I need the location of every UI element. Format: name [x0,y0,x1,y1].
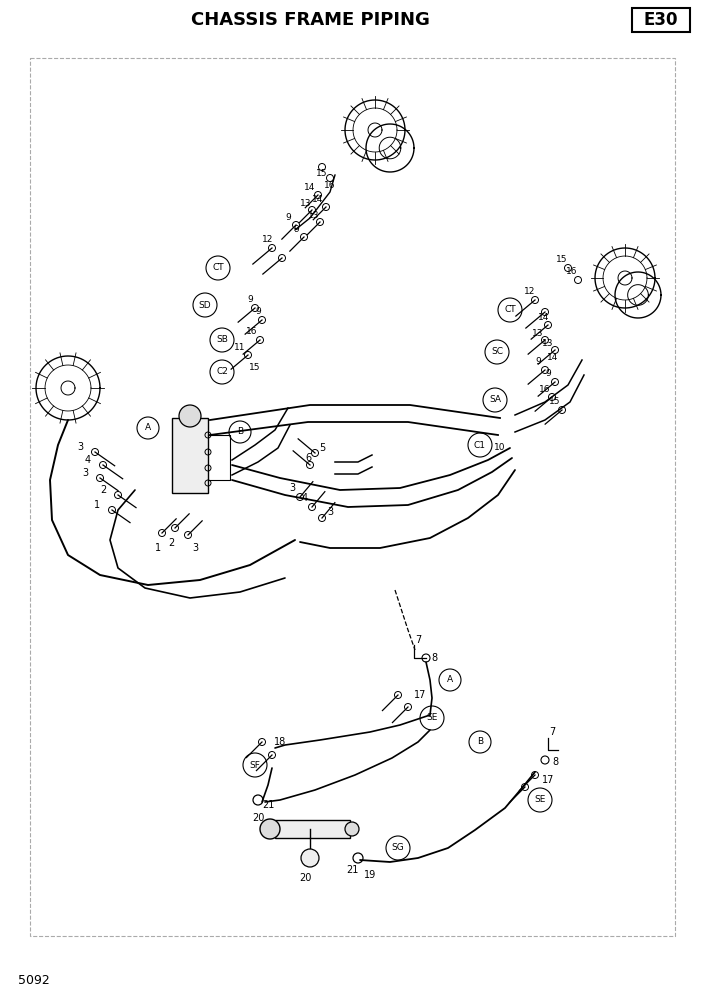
Text: 8: 8 [552,757,558,767]
Text: 3: 3 [327,507,333,517]
Text: 20: 20 [299,873,311,883]
Text: SC: SC [491,347,503,356]
Text: SF: SF [250,761,260,770]
Text: C1: C1 [474,440,486,449]
Text: 13: 13 [542,338,554,347]
Circle shape [179,405,201,427]
Text: SA: SA [489,396,501,405]
Text: 2: 2 [168,538,174,548]
Text: 18: 18 [274,737,286,747]
Text: 9: 9 [293,225,299,234]
Bar [172,418,208,493]
Text: 4: 4 [85,455,91,465]
Text: 21: 21 [346,865,358,875]
Text: CT: CT [212,264,224,273]
Text: 5092: 5092 [18,973,50,986]
Text: CHASSIS FRAME PIPING: CHASSIS FRAME PIPING [190,11,430,29]
Text: 14: 14 [548,353,559,362]
Text: 4: 4 [302,493,308,503]
Text: 13: 13 [308,211,319,220]
Text: 1: 1 [94,500,100,510]
Text: 7: 7 [549,727,555,737]
Text: 2: 2 [100,485,106,495]
Text: 12: 12 [263,235,274,244]
Text: 3: 3 [192,543,198,553]
Text: 9: 9 [247,296,253,305]
Text: CT: CT [504,306,516,314]
Text: 12: 12 [524,288,536,297]
Text: A: A [145,424,151,433]
Text: 20: 20 [252,813,264,823]
Text: 1: 1 [155,543,161,553]
Circle shape [345,822,359,836]
Text: 17: 17 [413,690,426,700]
Text: 3: 3 [289,483,295,493]
Text: 7: 7 [415,635,421,645]
Text: 3: 3 [77,442,83,452]
Text: 16: 16 [246,327,258,336]
Text: 9: 9 [535,357,541,366]
Text: 8: 8 [431,653,437,663]
Text: 9: 9 [285,213,291,222]
Text: B: B [237,428,243,436]
Text: 21: 21 [262,800,274,810]
Bar [632,8,690,32]
Text: 15: 15 [549,398,561,407]
Text: 19: 19 [364,870,376,880]
Text: 16: 16 [567,268,578,277]
Text: 15: 15 [556,256,568,265]
Text: 15: 15 [249,363,260,373]
Text: E30: E30 [644,11,678,29]
Text: 15: 15 [316,169,328,178]
Text: 3: 3 [82,468,88,478]
Text: SE: SE [426,713,437,722]
Circle shape [260,819,280,839]
Text: B: B [477,737,483,747]
Text: 14: 14 [304,184,316,192]
Circle shape [301,849,319,867]
Text: SG: SG [392,843,404,852]
Text: A: A [447,676,453,684]
Text: SD: SD [199,301,211,310]
Text: 14: 14 [538,313,550,322]
Text: 16: 16 [539,386,551,395]
Text: 17: 17 [542,775,554,785]
Bar [30,58,675,936]
Text: C2: C2 [216,367,228,377]
Text: 16: 16 [324,181,336,189]
Bar [275,820,350,838]
Text: SE: SE [534,796,545,805]
Text: 13: 13 [532,328,544,337]
Text: 10: 10 [494,442,505,451]
Text: 9: 9 [255,308,261,316]
Text: SB: SB [216,335,228,344]
Text: 9: 9 [545,369,551,379]
Text: 5: 5 [319,443,325,453]
Text: 11: 11 [234,342,246,351]
Text: 13: 13 [300,199,312,208]
Text: 6: 6 [305,453,311,463]
Text: 14: 14 [312,195,324,204]
